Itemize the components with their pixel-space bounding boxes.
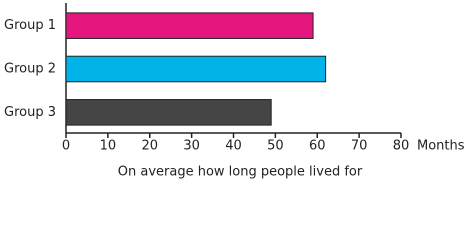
bar bbox=[65, 99, 272, 126]
x-tick-label: 10 bbox=[100, 139, 117, 154]
x-tick-label: 80 bbox=[393, 139, 410, 154]
bar bbox=[65, 55, 327, 83]
x-tick-label: 20 bbox=[141, 139, 158, 154]
x-tick-label: 0 bbox=[62, 139, 70, 154]
x-tick-label: 30 bbox=[183, 139, 200, 154]
x-tick-label: 50 bbox=[267, 139, 284, 154]
y-tick-label: Group 1 bbox=[4, 18, 56, 33]
y-tick-label: Group 2 bbox=[4, 62, 56, 77]
y-tick-label: Group 3 bbox=[4, 105, 56, 120]
x-tick-label: 60 bbox=[309, 139, 326, 154]
x-axis-label: Months bbox=[417, 139, 465, 154]
x-tick-label: 70 bbox=[351, 139, 368, 154]
chart: On average how long people lived for Mon… bbox=[4, 3, 465, 180]
chart-title: On average how long people lived for bbox=[118, 165, 363, 180]
x-tick-label: 40 bbox=[225, 139, 242, 154]
bar bbox=[65, 12, 314, 39]
